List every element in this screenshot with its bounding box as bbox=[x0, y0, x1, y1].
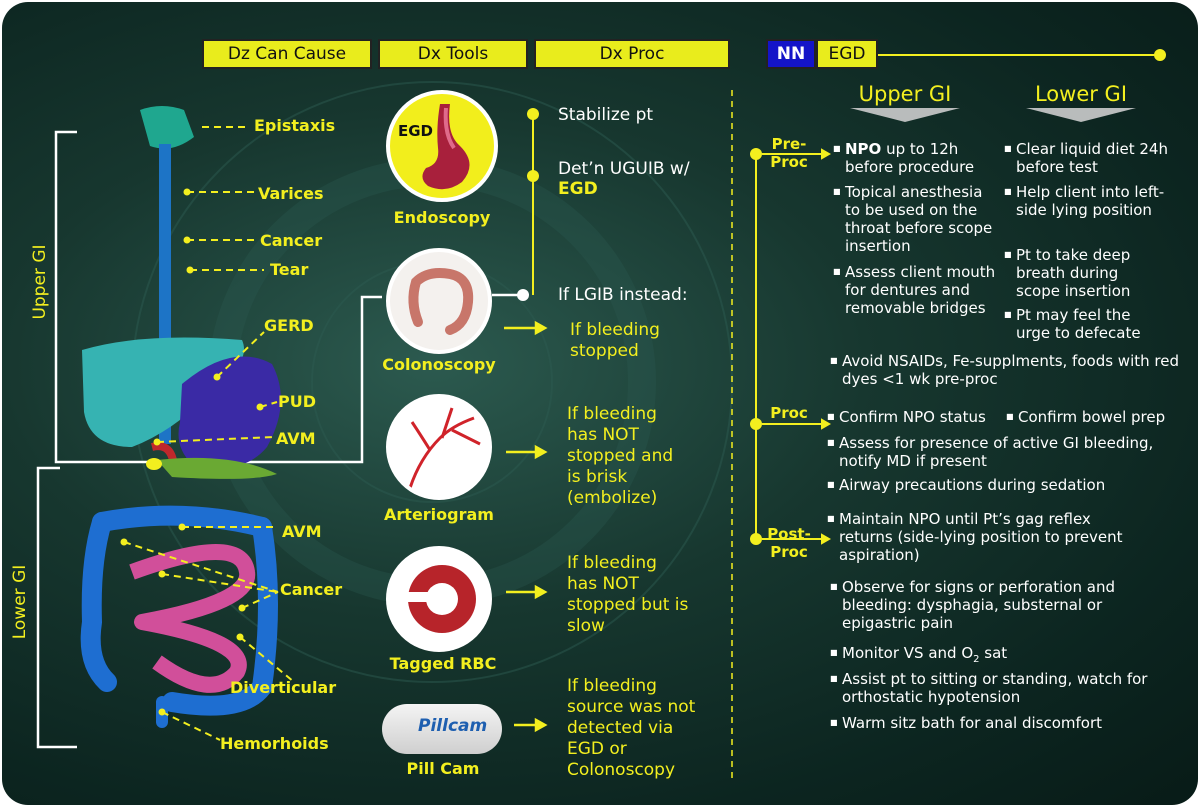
proc-determine-egd: EGD bbox=[558, 179, 598, 199]
egd-badge: EGD bbox=[398, 122, 434, 140]
proc-npo-status: Confirm NPO status bbox=[827, 408, 1009, 426]
dz-cancer-upper: Cancer bbox=[260, 231, 323, 250]
header-nn: NN bbox=[766, 39, 816, 69]
pre-upper-npo-bold: NPO bbox=[845, 140, 882, 158]
post-monitor-vs: Monitor VS and O2 sat bbox=[830, 644, 1172, 669]
artery-icon bbox=[408, 407, 481, 489]
header-timeline-line bbox=[878, 49, 1166, 61]
tool-colonoscopy: Colonoscopy bbox=[382, 355, 496, 374]
pre-lower-liquid-diet: Clear liquid diet 24h before test bbox=[1004, 140, 1176, 176]
post-sitz-bath: Warm sitz bath for anal discomfort bbox=[830, 714, 1172, 732]
dz-epistaxis: Epistaxis bbox=[254, 116, 336, 135]
tagged-rbc-image bbox=[386, 546, 492, 652]
proc-stabilize: Stabilize pt bbox=[558, 105, 654, 125]
stomach-icon bbox=[422, 104, 470, 190]
dz-leader-lines bbox=[120, 126, 295, 741]
dz-gerd: GERD bbox=[264, 316, 314, 335]
nn-lower-gi: Lower GI bbox=[1034, 82, 1128, 106]
dz-pud: PUD bbox=[278, 392, 316, 411]
pre-upper-dentures: Assess client mouth for dentures and rem… bbox=[833, 263, 1007, 317]
post-observe: Observe for signs or perforation and ble… bbox=[830, 578, 1172, 632]
colon-icon bbox=[408, 268, 474, 335]
pre-upper-npo: NPO up to 12h before procedure bbox=[833, 140, 995, 176]
tool-pill-cam: Pill Cam bbox=[406, 759, 480, 778]
column-divider bbox=[731, 90, 733, 780]
arteriogram-image bbox=[386, 394, 492, 500]
tool-endoscopy: Endoscopy bbox=[393, 208, 491, 227]
pre-lower-breath: Pt to take deep breath during scope inse… bbox=[1004, 246, 1166, 300]
header-egd: EGD bbox=[816, 39, 878, 69]
pre-upper-anesthesia: Topical anesthesia to be used on the thr… bbox=[833, 183, 995, 255]
dz-avm-upper: AVM bbox=[276, 429, 316, 448]
upper-gi-arrow bbox=[850, 108, 960, 122]
dz-varices: Varices bbox=[258, 184, 324, 203]
pill-cam-image: Pillcam bbox=[382, 704, 502, 754]
pre-lower-urge: Pt may feel the urge to defecate bbox=[1004, 306, 1166, 342]
proc-lgib: If LGIB instead: bbox=[558, 285, 688, 305]
post-monitor-suffix: sat bbox=[979, 644, 1008, 662]
proc-bowel-prep: Confirm bowel prep bbox=[1006, 408, 1188, 426]
lower-gi-arrow bbox=[1026, 108, 1136, 122]
proc-bleed-slow: If bleeding has NOT stopped but is slow bbox=[567, 553, 689, 636]
pre-common-avoid: Avoid NSAIDs, Fe-supplments, foods with … bbox=[830, 352, 1182, 388]
nn-timeline bbox=[750, 148, 832, 545]
section-post-proc: Post-Proc bbox=[767, 525, 811, 561]
colonoscopy-image bbox=[386, 248, 492, 354]
pre-lower-position: Help client into left-side lying positio… bbox=[1004, 183, 1166, 219]
pre-upper-npo-text: up to 12h before procedure bbox=[845, 140, 975, 176]
proc-airway: Airway precautions during sedation bbox=[827, 476, 1179, 494]
gi-tract-illustration bbox=[80, 106, 281, 728]
dz-cancer-lower: Cancer bbox=[280, 580, 343, 599]
proc-bleed-stopped: If bleeding stopped bbox=[570, 320, 660, 361]
section-proc: Proc bbox=[770, 404, 808, 422]
header-dx-tools: Dx Tools bbox=[378, 39, 528, 69]
o2-subscript: 2 bbox=[973, 654, 980, 665]
post-assist-sitting: Assist pt to sitting or standing, watch … bbox=[830, 670, 1172, 706]
post-monitor-text: Monitor VS and O bbox=[842, 644, 974, 662]
header-dx-proc: Dx Proc bbox=[534, 39, 730, 69]
section-pre-proc: Pre-Proc bbox=[770, 135, 808, 171]
proc-timeline bbox=[492, 108, 548, 733]
proc-bleed-undetected: If bleeding source was not detected via … bbox=[567, 676, 696, 780]
rbc-icon bbox=[392, 565, 476, 633]
dz-hemorrhoids: Hemorhoids bbox=[220, 734, 329, 753]
proc-assess-bleeding: Assess for presence of active GI bleedin… bbox=[827, 434, 1179, 470]
nn-upper-gi: Upper GI bbox=[858, 82, 952, 106]
tool-arteriogram: Arteriogram bbox=[384, 505, 494, 524]
dz-tear: Tear bbox=[270, 260, 309, 279]
dz-avm-lower: AVM bbox=[282, 522, 322, 541]
gi-brackets bbox=[36, 130, 382, 749]
header-dz-can-cause: Dz Can Cause bbox=[202, 39, 372, 69]
endoscopy-image bbox=[386, 90, 498, 202]
proc-bleed-brisk: If bleeding has NOT stopped and is brisk… bbox=[567, 404, 674, 508]
dz-diverticular: Diverticular bbox=[230, 678, 337, 697]
proc-determine: Det’n UGUIB w/ EGD bbox=[558, 159, 728, 199]
proc-determine-text: Det’n UGUIB w/ bbox=[558, 159, 690, 179]
pillcam-brand: Pillcam bbox=[418, 716, 488, 736]
tool-tagged-rbc: Tagged RBC bbox=[389, 654, 497, 673]
post-maintain-npo: Maintain NPO until Pt’s gag reflex retur… bbox=[827, 510, 1139, 564]
